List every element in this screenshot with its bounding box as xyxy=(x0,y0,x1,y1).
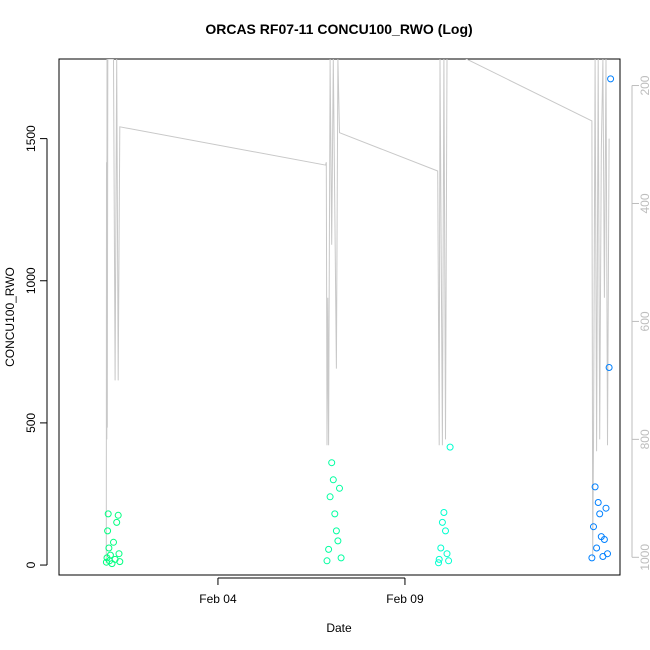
x-axis: Feb 04 Feb 09 xyxy=(199,577,424,606)
data-point xyxy=(104,510,112,518)
data-point xyxy=(605,364,613,371)
data-point xyxy=(438,518,446,526)
altitude-lines xyxy=(105,59,610,564)
data-point xyxy=(588,554,596,562)
data-point xyxy=(325,545,333,553)
y-tick-label: 1000 xyxy=(24,267,38,294)
data-point xyxy=(446,443,454,451)
data-point xyxy=(593,544,601,552)
data-point xyxy=(443,550,451,558)
data-point xyxy=(105,544,113,552)
data-points xyxy=(102,75,615,568)
data-point xyxy=(437,544,445,552)
data-point xyxy=(115,550,123,558)
data-point xyxy=(329,476,337,484)
data-point xyxy=(332,527,340,535)
data-point xyxy=(106,551,114,559)
y-tick-label: 500 xyxy=(24,413,38,433)
data-point xyxy=(337,554,345,562)
data-point xyxy=(600,536,608,543)
y-tick-label: 0 xyxy=(24,561,38,568)
altitude-line xyxy=(105,59,610,564)
x-axis-label: Date xyxy=(326,621,352,635)
data-point xyxy=(590,523,597,531)
data-point xyxy=(331,510,339,518)
data-point xyxy=(440,509,448,516)
data-point xyxy=(596,510,604,518)
y-tick-label: 1500 xyxy=(24,125,38,152)
data-point xyxy=(334,537,342,545)
data-point xyxy=(602,504,610,512)
data-point xyxy=(110,538,117,546)
chart-title: ORCAS RF07-11 CONCU100_RWO (Log) xyxy=(205,21,472,37)
y-axis-label: CONCU100_RWO xyxy=(3,267,17,367)
y-axis-left: 0 500 1000 1500 xyxy=(24,125,48,568)
x-tick-label: Feb 09 xyxy=(386,592,424,606)
data-point xyxy=(591,483,599,491)
data-point xyxy=(116,558,124,566)
data-point xyxy=(442,527,449,535)
y2-tick-label: 1000 xyxy=(638,544,650,571)
data-point xyxy=(328,459,336,467)
data-point xyxy=(114,511,122,519)
data-point xyxy=(323,557,331,565)
data-point xyxy=(113,518,121,526)
y2-tick-label: 400 xyxy=(638,193,650,213)
data-point xyxy=(326,493,334,501)
data-point xyxy=(104,527,112,535)
y2-tick-label: 600 xyxy=(638,311,650,331)
data-point xyxy=(336,484,343,492)
data-point xyxy=(604,550,611,558)
y2-tick-label: 200 xyxy=(638,75,650,95)
data-point xyxy=(607,75,615,83)
data-point xyxy=(594,499,602,506)
data-point xyxy=(445,557,453,565)
data-point xyxy=(435,559,442,567)
x-tick-label: Feb 04 xyxy=(199,592,237,606)
data-point xyxy=(435,555,443,563)
plot-frame xyxy=(58,58,621,576)
y2-tick-label: 800 xyxy=(638,429,650,449)
y-axis-right: 200 400 600 800 1000 xyxy=(631,75,650,571)
